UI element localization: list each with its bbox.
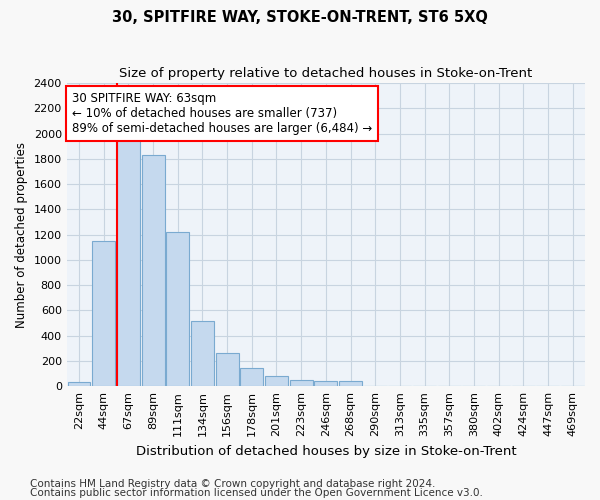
Bar [68,382,91,386]
Bar [314,381,337,386]
Bar [241,368,263,386]
Bar [166,232,189,386]
Title: Size of property relative to detached houses in Stoke-on-Trent: Size of property relative to detached ho… [119,68,532,80]
Bar [290,380,313,386]
Text: Contains public sector information licensed under the Open Government Licence v3: Contains public sector information licen… [30,488,483,498]
Bar [265,376,288,386]
Bar [339,381,362,386]
Text: Contains HM Land Registry data © Crown copyright and database right 2024.: Contains HM Land Registry data © Crown c… [30,479,436,489]
Y-axis label: Number of detached properties: Number of detached properties [15,142,28,328]
X-axis label: Distribution of detached houses by size in Stoke-on-Trent: Distribution of detached houses by size … [136,444,516,458]
Text: 30 SPITFIRE WAY: 63sqm
← 10% of detached houses are smaller (737)
89% of semi-de: 30 SPITFIRE WAY: 63sqm ← 10% of detached… [72,92,372,135]
Bar [92,241,115,386]
Text: 30, SPITFIRE WAY, STOKE-ON-TRENT, ST6 5XQ: 30, SPITFIRE WAY, STOKE-ON-TRENT, ST6 5X… [112,10,488,25]
Bar [142,155,164,386]
Bar [191,320,214,386]
Bar [117,140,140,386]
Bar [215,352,239,386]
